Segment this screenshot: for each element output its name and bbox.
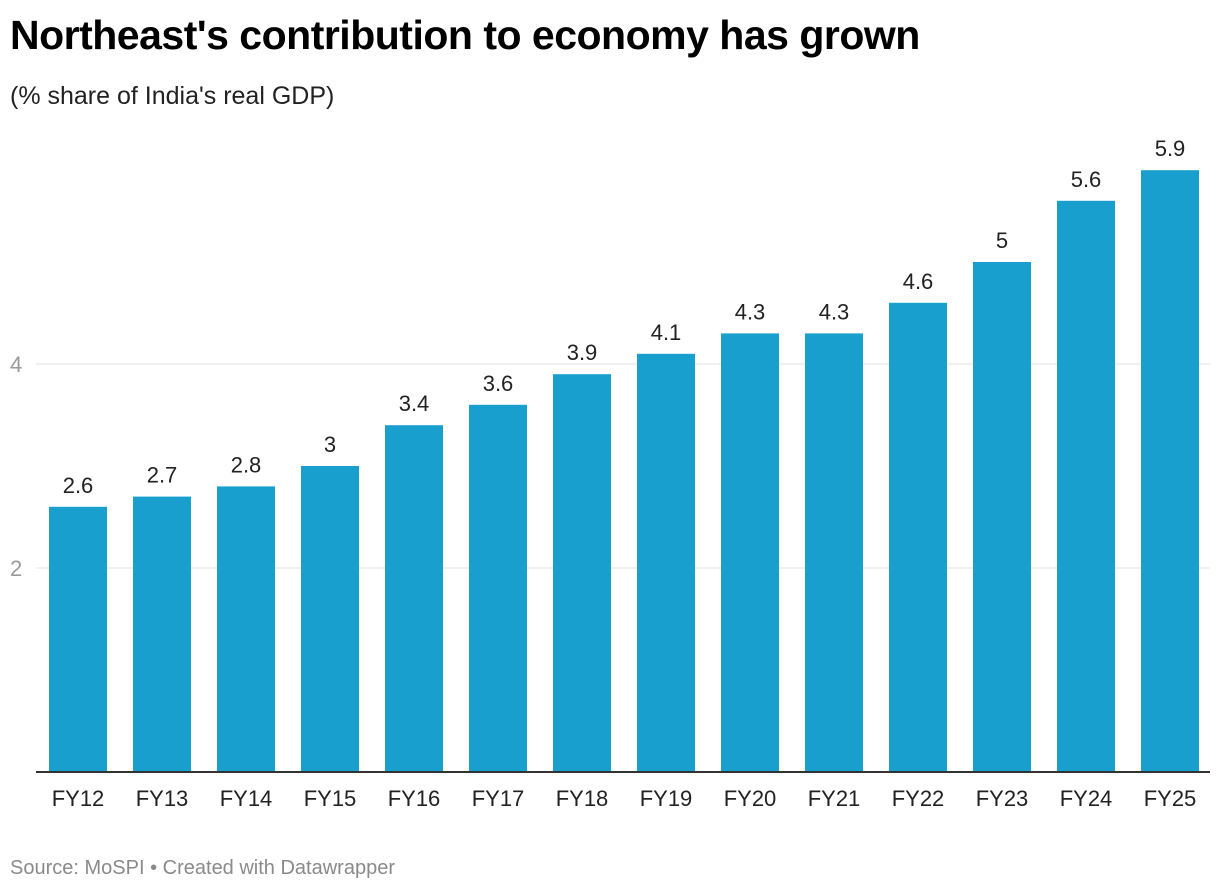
x-tick-label: FY15 bbox=[304, 786, 357, 811]
x-tick-label: FY21 bbox=[808, 786, 861, 811]
x-tick-label: FY23 bbox=[976, 786, 1029, 811]
bar-FY21 bbox=[805, 333, 863, 772]
value-label: 3.4 bbox=[399, 391, 430, 416]
x-tick-label: FY14 bbox=[220, 786, 273, 811]
x-tick-label: FY20 bbox=[724, 786, 777, 811]
bar-FY13 bbox=[133, 496, 191, 772]
bar-FY19 bbox=[637, 353, 695, 772]
credit-text: Created with Datawrapper bbox=[162, 857, 395, 879]
bar-FY15 bbox=[301, 466, 359, 772]
value-label: 4.1 bbox=[651, 320, 682, 345]
bar-FY17 bbox=[469, 404, 527, 772]
x-tick-label: FY18 bbox=[556, 786, 609, 811]
value-label: 2.7 bbox=[147, 463, 178, 488]
bars bbox=[49, 170, 1199, 773]
value-label: 3.6 bbox=[483, 371, 514, 396]
x-tick-label: FY25 bbox=[1144, 786, 1197, 811]
footer: Source: MoSPI • Created with Datawrapper bbox=[10, 857, 395, 880]
x-tick-label: FY12 bbox=[52, 786, 105, 811]
value-label: 2.8 bbox=[231, 452, 262, 477]
x-tick-label: FY24 bbox=[1060, 786, 1113, 811]
bar-FY12 bbox=[49, 506, 107, 772]
bar-FY20 bbox=[721, 333, 779, 772]
bar-FY22 bbox=[889, 302, 947, 772]
x-tick-label: FY22 bbox=[892, 786, 945, 811]
value-label: 5.6 bbox=[1071, 167, 1102, 192]
x-tick-label: FY13 bbox=[136, 786, 189, 811]
value-label: 4.3 bbox=[819, 299, 850, 324]
value-label: 4.3 bbox=[735, 299, 766, 324]
x-tick-label: FY19 bbox=[640, 786, 693, 811]
source-text: Source: MoSPI bbox=[10, 857, 145, 879]
value-label: 2.6 bbox=[63, 473, 94, 498]
x-axis-tick-labels: FY12 FY13 FY14 FY15 FY16 FY17 FY18 FY19 FY20 FY21… bbox=[52, 786, 1197, 811]
value-label: 3.9 bbox=[567, 340, 598, 365]
footer-separator: • bbox=[150, 857, 158, 879]
chart-subtitle: (% share of India's real GDP) bbox=[10, 82, 335, 110]
bar-FY18 bbox=[553, 374, 611, 772]
bar-FY25 bbox=[1141, 170, 1199, 772]
value-label: 5 bbox=[996, 228, 1008, 253]
chart-title: Northeast's contribution to economy has … bbox=[10, 12, 920, 58]
y-tick-label: 4 bbox=[10, 352, 22, 377]
value-labels: 2.6 2.7 2.8 3 3.4 3.6 3.9 4.1 4.3 4.3 4.6 5 5.6 5.9 bbox=[63, 136, 1186, 498]
value-label: 5.9 bbox=[1155, 136, 1186, 161]
bar-FY23 bbox=[973, 262, 1031, 772]
value-label: 4.6 bbox=[903, 269, 934, 294]
bar-FY16 bbox=[385, 425, 443, 772]
x-tick-label: FY17 bbox=[472, 786, 525, 811]
bar-FY14 bbox=[217, 486, 275, 772]
value-label: 3 bbox=[324, 432, 336, 457]
bar-FY24 bbox=[1057, 200, 1115, 773]
y-tick-label: 2 bbox=[10, 556, 22, 581]
x-tick-label: FY16 bbox=[388, 786, 441, 811]
